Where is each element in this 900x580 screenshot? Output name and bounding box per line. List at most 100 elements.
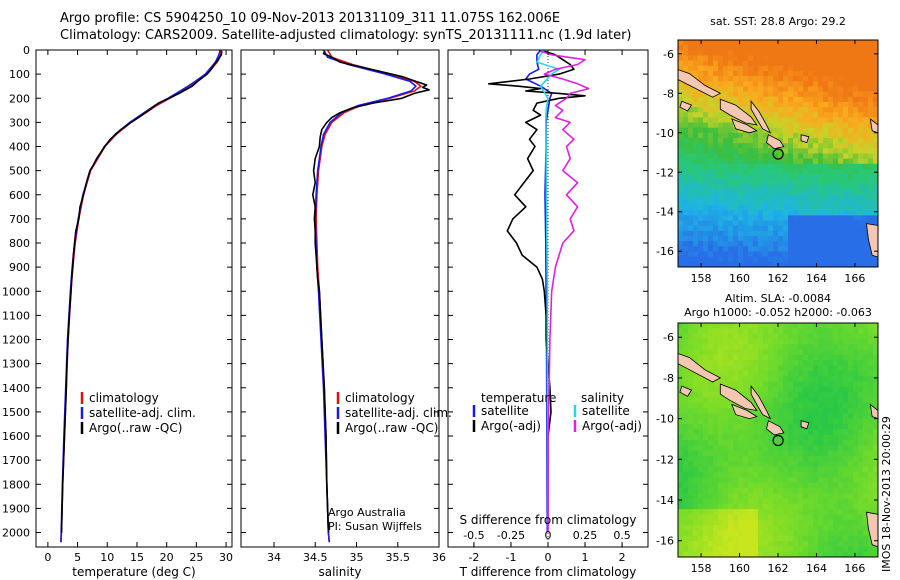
map-cell	[713, 220, 719, 227]
map-cell	[778, 65, 784, 72]
map-cell	[693, 91, 699, 98]
map-cell	[723, 158, 729, 165]
map-cell	[803, 450, 809, 457]
map-cell	[733, 241, 739, 247]
map-cell	[843, 138, 849, 144]
map-cell	[858, 184, 864, 191]
map-cell	[828, 205, 834, 211]
map-cell	[683, 86, 689, 93]
map-cell	[833, 122, 839, 129]
map-cell	[848, 50, 854, 56]
map-cell	[808, 40, 814, 46]
map-cell	[813, 514, 819, 521]
map-cell	[708, 127, 714, 134]
map-cell	[818, 168, 824, 175]
map-cell	[718, 376, 724, 382]
map-cell	[863, 122, 869, 129]
map-cell	[723, 487, 729, 494]
map-cell	[813, 256, 819, 263]
map-cell	[798, 493, 804, 499]
map-cell	[808, 551, 814, 557]
map-cell	[728, 503, 734, 510]
map-cell	[853, 503, 859, 510]
map-cell	[853, 127, 859, 134]
map-cell	[803, 328, 809, 335]
map-cell	[838, 477, 844, 484]
map-cell	[803, 86, 809, 93]
map-cell	[788, 96, 794, 103]
map-cell	[793, 70, 799, 77]
map-cell	[783, 429, 789, 436]
map-cell	[873, 55, 878, 62]
map-cell	[733, 471, 739, 478]
map-cell	[838, 413, 844, 420]
map-cell	[688, 174, 694, 180]
map-cell	[723, 354, 729, 361]
map-cell	[753, 503, 759, 510]
map-cell	[833, 189, 839, 196]
map-cell	[803, 541, 809, 547]
map-cell	[788, 477, 794, 484]
map-cell	[783, 365, 789, 372]
map-cell	[738, 70, 744, 77]
map-cell	[788, 143, 794, 149]
sla-field	[678, 323, 878, 557]
map-cell	[768, 40, 774, 46]
map-cell	[768, 354, 774, 361]
map-cell	[783, 45, 789, 51]
map-cell	[853, 246, 859, 253]
map-cell	[773, 455, 779, 462]
map-cell	[693, 418, 699, 425]
map-cell	[763, 493, 769, 499]
map-cell	[873, 429, 878, 436]
map-cell	[783, 70, 789, 77]
map-cell	[713, 45, 719, 51]
map-cell	[808, 189, 814, 196]
map-cell	[773, 354, 779, 361]
map-cell	[793, 323, 799, 329]
map-cell	[853, 153, 859, 160]
map-cell	[843, 323, 849, 329]
island-outline	[731, 118, 758, 134]
map-cell	[828, 455, 834, 462]
map-cell	[683, 65, 689, 72]
map-cell	[808, 509, 814, 515]
map-cell	[783, 194, 789, 201]
map-cell	[743, 143, 749, 149]
map-cell	[708, 328, 714, 335]
map-cell	[778, 241, 784, 247]
map-cell	[708, 333, 714, 340]
map-cell	[873, 96, 878, 103]
map-cell	[683, 530, 689, 537]
map-cell	[808, 328, 814, 335]
map-cell	[713, 246, 719, 253]
map-cell	[758, 225, 764, 232]
map-cell	[678, 328, 684, 335]
map-cell	[863, 205, 869, 211]
map-cell	[698, 418, 704, 425]
map-cell	[873, 70, 878, 77]
map-cell	[678, 418, 684, 425]
map-cell	[858, 535, 864, 542]
map-cell	[853, 220, 859, 227]
map-cell	[868, 199, 874, 206]
map-cell	[793, 122, 799, 129]
map-cell	[723, 55, 729, 62]
map-cell	[728, 514, 734, 521]
map-cell	[698, 101, 704, 108]
map-cell	[813, 344, 819, 351]
map-cell	[713, 413, 719, 420]
map-cell	[738, 445, 744, 452]
map-cell	[808, 261, 814, 267]
map-cell	[838, 376, 844, 382]
map-cell	[733, 50, 739, 56]
map-cell	[778, 50, 784, 56]
map-cell	[723, 541, 729, 547]
map-cell	[773, 256, 779, 263]
map-cell	[743, 338, 749, 345]
map-cell	[843, 261, 849, 267]
map-cell	[773, 440, 779, 446]
map-cell	[733, 148, 739, 154]
map-cell	[798, 153, 804, 160]
map-cell	[768, 365, 774, 372]
